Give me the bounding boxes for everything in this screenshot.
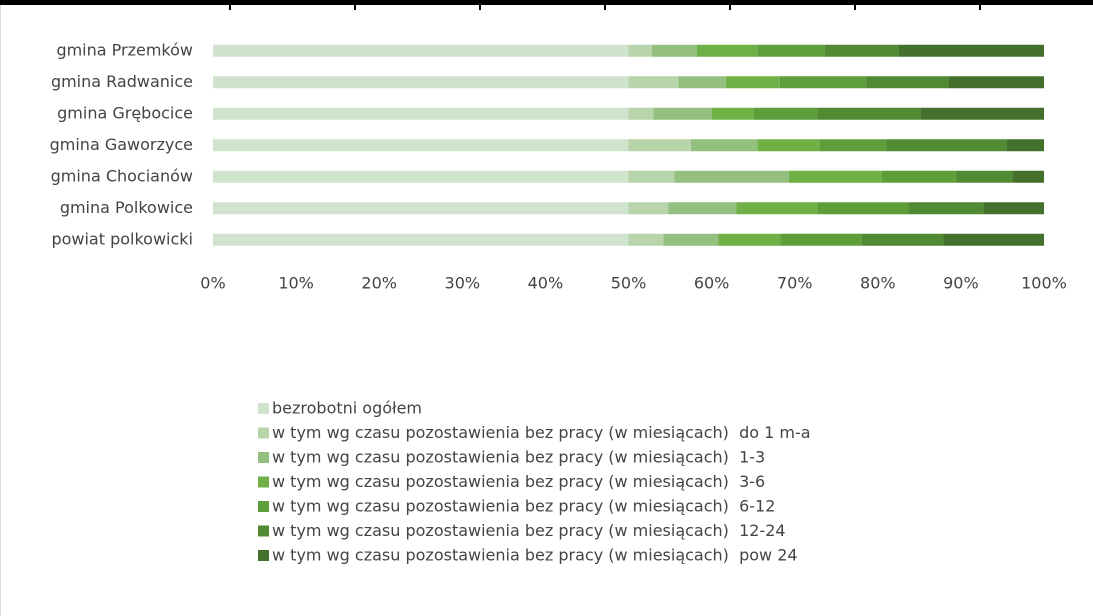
bar-segment [1006,139,1044,152]
legend-label: w tym wg czasu pozostawienia bez pracy (… [272,521,786,540]
bar-segment [881,170,956,183]
bar-segment [663,233,719,246]
bar-segment [711,107,754,120]
x-tick-label: 90% [943,274,979,293]
bar-segment [861,233,944,246]
bar-segment [908,202,984,215]
y-tick-label: gmina Gaworzyce [50,135,193,154]
bar-segment [886,139,1007,152]
bar-segment [213,107,629,120]
bar-segment [628,44,652,57]
x-tick-label: 30% [445,274,481,293]
bar-segment [920,107,1044,120]
bar-segment [668,202,737,215]
legend-swatch [258,476,269,488]
x-tick-label: 80% [860,274,896,293]
bar-segment [628,170,675,183]
y-tick-label: gmina Przemków [56,40,193,59]
bar-segment [757,44,825,57]
bar-segment [718,233,781,246]
bar-segment [213,170,629,183]
bar-segment [736,202,818,215]
legend-label: w tym wg czasu pozostawienia bez pracy (… [272,423,811,442]
bar-segment [690,139,758,152]
bar-segment [628,202,669,215]
bar-segment [819,139,887,152]
legend-swatch [258,525,269,537]
bar-segment [779,76,867,89]
x-tick-label: 20% [361,274,397,293]
bar-segment [628,76,679,89]
legend-swatch [258,452,269,463]
bar-segment [213,76,629,89]
bar-segment [757,139,820,152]
bar-segment [213,233,629,246]
bar-segment [628,233,664,246]
x-tick-label: 50% [611,274,647,293]
bar-segment [955,170,1013,183]
bar-segment [824,44,899,57]
bar-segment [817,107,921,120]
y-tick-label: gmina Radwanice [51,72,193,91]
bar-segment [898,44,1044,57]
x-tick-label: 0% [200,274,225,293]
top-separators [229,0,981,10]
bar-segment [753,107,818,120]
bar-segment [780,233,862,246]
y-tick-label: powiat polkowicki [51,229,193,248]
bar-segment [651,44,697,57]
legend-swatch [258,550,269,561]
legend-swatch [258,403,269,414]
x-tick-label: 100% [1021,274,1067,293]
legend-swatch [258,427,269,439]
legend-label: w tym wg czasu pozostawienia bez pracy (… [272,497,775,516]
legend-swatch [258,501,269,512]
bar-segment [628,139,691,152]
bar-segment [213,139,629,152]
bar-segment [948,76,1044,89]
bar-segment [817,202,909,215]
bar-segment [725,76,780,89]
legend-label: w tym wg czasu pozostawienia bez pracy (… [272,546,798,565]
legend-label: w tym wg czasu pozostawienia bez pracy (… [272,448,765,467]
bar-segment [788,170,882,183]
bar-segment [866,76,949,89]
y-tick-label: gmina Grębocice [57,103,193,122]
x-tick-label: 60% [694,274,730,293]
bar-segment [674,170,789,183]
x-tick-label: 40% [528,274,564,293]
bar-segment [653,107,712,120]
bar-segment [213,44,629,57]
legend-label: w tym wg czasu pozostawienia bez pracy (… [272,472,765,491]
y-tick-label: gmina Chocianów [51,166,193,185]
bar-segment [943,233,1044,246]
bar-segment [983,202,1044,215]
bar-segment [1012,170,1044,183]
bar-segment [678,76,726,89]
bar-segment [628,107,654,120]
x-tick-label: 10% [278,274,314,293]
top-border [0,0,1093,5]
legend-label: bezrobotni ogółem [272,399,422,418]
bar-segment [696,44,758,57]
x-tick-label: 70% [777,274,813,293]
y-tick-label: gmina Polkowice [60,198,193,217]
bar-segment [213,202,629,215]
